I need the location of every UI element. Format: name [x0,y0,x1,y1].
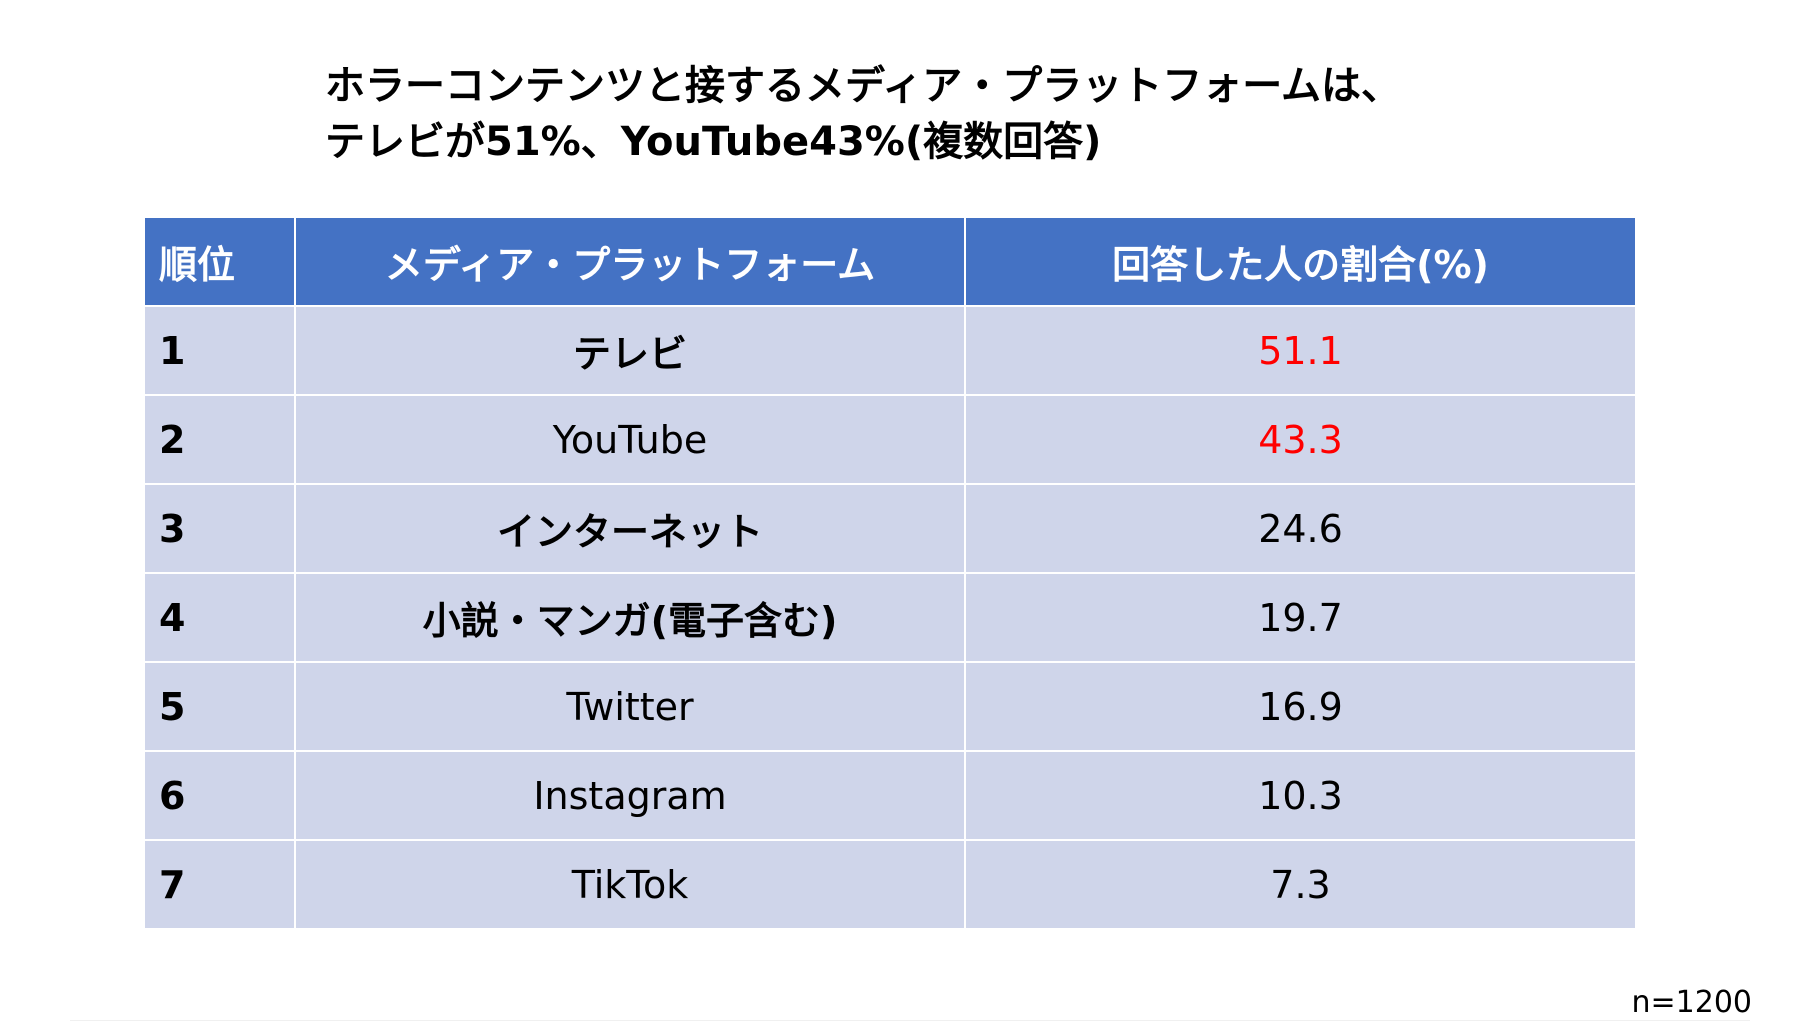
media-cell: インターネット [295,484,965,573]
media-cell: TikTok [295,840,965,929]
table-row: 3 インターネット 24.6 [144,484,1636,573]
table-body: 1 テレビ 51.1 2 YouTube 43.3 3 インターネット 24.6 4 小説・マンガ(… [144,306,1636,929]
rank-cell: 4 [144,573,295,662]
percent-cell: 10.3 [965,751,1636,840]
media-cell: Twitter [295,662,965,751]
table-row: 6 Instagram 10.3 [144,751,1636,840]
rank-cell: 3 [144,484,295,573]
table-row: 4 小説・マンガ(電子含む) 19.7 [144,573,1636,662]
rank-cell: 2 [144,395,295,484]
chart-title: ホラーコンテンツと接するメディア・プラットフォームは、 テレビが51%、YouT… [325,58,1525,170]
table-row: 7 TikTok 7.3 [144,840,1636,929]
ranking-table: 順位 メディア・プラットフォーム 回答した人の割合(%) 1 テレビ 51.1 2 Yo… [143,216,1637,930]
table-header-row: 順位 メディア・プラットフォーム 回答した人の割合(%) [144,217,1636,306]
table-row: 1 テレビ 51.1 [144,306,1636,395]
chart-title-line-2: テレビが51%、YouTube43%(複数回答) [325,114,1525,170]
media-cell: テレビ [295,306,965,395]
rank-cell: 7 [144,840,295,929]
table-row: 2 YouTube 43.3 [144,395,1636,484]
sample-size-note: n=1200 [1632,985,1753,1021]
media-cell: 小説・マンガ(電子含む) [295,573,965,662]
percent-cell: 19.7 [965,573,1636,662]
rank-cell: 6 [144,751,295,840]
column-header-percent: 回答した人の割合(%) [965,217,1636,306]
rank-cell: 5 [144,662,295,751]
column-header-media: メディア・プラットフォーム [295,217,965,306]
media-cell: YouTube [295,395,965,484]
percent-cell: 16.9 [965,662,1636,751]
percent-cell: 24.6 [965,484,1636,573]
table-row: 5 Twitter 16.9 [144,662,1636,751]
percent-cell: 51.1 [965,306,1636,395]
column-header-rank: 順位 [144,217,295,306]
chart-title-line-1: ホラーコンテンツと接するメディア・プラットフォームは、 [325,58,1525,114]
percent-cell: 7.3 [965,840,1636,929]
media-cell: Instagram [295,751,965,840]
percent-cell: 43.3 [965,395,1636,484]
rank-cell: 1 [144,306,295,395]
